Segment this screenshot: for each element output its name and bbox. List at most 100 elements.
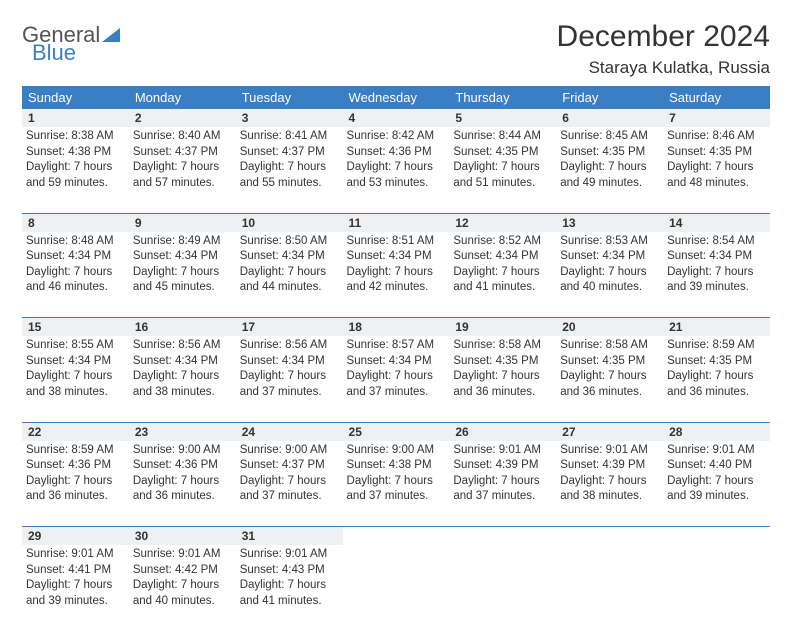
- day-body-cell: Sunrise: 8:59 AMSunset: 4:35 PMDaylight:…: [663, 336, 770, 422]
- day-details: Sunrise: 8:58 AMSunset: 4:35 PMDaylight:…: [453, 336, 552, 400]
- brand-triangle-icon: [102, 28, 120, 42]
- day-number-cell: 20: [556, 318, 663, 337]
- day-details: Sunrise: 8:54 AMSunset: 4:34 PMDaylight:…: [667, 232, 766, 296]
- day-body-cell: Sunrise: 9:01 AMSunset: 4:43 PMDaylight:…: [236, 545, 343, 631]
- day-details: Sunrise: 9:01 AMSunset: 4:39 PMDaylight:…: [560, 441, 659, 505]
- day-body-cell: Sunrise: 8:58 AMSunset: 4:35 PMDaylight:…: [556, 336, 663, 422]
- day-body-cell: Sunrise: 8:40 AMSunset: 4:37 PMDaylight:…: [129, 127, 236, 213]
- day-details: Sunrise: 8:51 AMSunset: 4:34 PMDaylight:…: [347, 232, 446, 296]
- day-details: Sunrise: 8:57 AMSunset: 4:34 PMDaylight:…: [347, 336, 446, 400]
- day-number-row: 891011121314: [22, 213, 770, 232]
- day-header: Monday: [129, 86, 236, 109]
- brand-word-2: Blue: [32, 42, 120, 64]
- day-number-cell: 17: [236, 318, 343, 337]
- day-details: Sunrise: 8:56 AMSunset: 4:34 PMDaylight:…: [133, 336, 232, 400]
- day-body-cell: Sunrise: 8:55 AMSunset: 4:34 PMDaylight:…: [22, 336, 129, 422]
- day-body-cell: Sunrise: 8:45 AMSunset: 4:35 PMDaylight:…: [556, 127, 663, 213]
- day-body-cell: Sunrise: 8:41 AMSunset: 4:37 PMDaylight:…: [236, 127, 343, 213]
- day-details: Sunrise: 9:00 AMSunset: 4:37 PMDaylight:…: [240, 441, 339, 505]
- day-number-cell: 12: [449, 213, 556, 232]
- day-number-cell: 8: [22, 213, 129, 232]
- day-body-cell: [663, 545, 770, 631]
- day-body-cell: Sunrise: 9:00 AMSunset: 4:36 PMDaylight:…: [129, 441, 236, 527]
- day-number-cell: [449, 527, 556, 546]
- day-body-cell: Sunrise: 8:52 AMSunset: 4:34 PMDaylight:…: [449, 232, 556, 318]
- page-header: General Blue December 2024 Staraya Kulat…: [22, 20, 770, 78]
- day-header: Thursday: [449, 86, 556, 109]
- day-body-cell: Sunrise: 8:51 AMSunset: 4:34 PMDaylight:…: [343, 232, 450, 318]
- day-body-row: Sunrise: 9:01 AMSunset: 4:41 PMDaylight:…: [22, 545, 770, 631]
- day-number-cell: 3: [236, 109, 343, 127]
- day-details: Sunrise: 9:01 AMSunset: 4:39 PMDaylight:…: [453, 441, 552, 505]
- day-header: Tuesday: [236, 86, 343, 109]
- title-block: December 2024 Staraya Kulatka, Russia: [557, 20, 770, 78]
- day-body-cell: Sunrise: 8:38 AMSunset: 4:38 PMDaylight:…: [22, 127, 129, 213]
- day-details: Sunrise: 8:42 AMSunset: 4:36 PMDaylight:…: [347, 127, 446, 191]
- day-number-cell: 25: [343, 422, 450, 441]
- day-details: Sunrise: 8:56 AMSunset: 4:34 PMDaylight:…: [240, 336, 339, 400]
- day-details: Sunrise: 8:46 AMSunset: 4:35 PMDaylight:…: [667, 127, 766, 191]
- day-body-cell: Sunrise: 9:01 AMSunset: 4:42 PMDaylight:…: [129, 545, 236, 631]
- day-details: Sunrise: 8:49 AMSunset: 4:34 PMDaylight:…: [133, 232, 232, 296]
- day-header: Saturday: [663, 86, 770, 109]
- day-details: Sunrise: 9:00 AMSunset: 4:36 PMDaylight:…: [133, 441, 232, 505]
- brand-logo: General Blue: [22, 20, 120, 64]
- day-header: Wednesday: [343, 86, 450, 109]
- day-body-cell: Sunrise: 8:46 AMSunset: 4:35 PMDaylight:…: [663, 127, 770, 213]
- day-details: Sunrise: 8:45 AMSunset: 4:35 PMDaylight:…: [560, 127, 659, 191]
- day-body-cell: [449, 545, 556, 631]
- day-number-cell: 6: [556, 109, 663, 127]
- day-details: Sunrise: 8:59 AMSunset: 4:36 PMDaylight:…: [26, 441, 125, 505]
- day-number-cell: 16: [129, 318, 236, 337]
- day-number-cell: 22: [22, 422, 129, 441]
- day-number-cell: 26: [449, 422, 556, 441]
- day-number-cell: 9: [129, 213, 236, 232]
- day-body-row: Sunrise: 8:55 AMSunset: 4:34 PMDaylight:…: [22, 336, 770, 422]
- day-body-cell: Sunrise: 8:49 AMSunset: 4:34 PMDaylight:…: [129, 232, 236, 318]
- day-body-cell: Sunrise: 9:01 AMSunset: 4:39 PMDaylight:…: [449, 441, 556, 527]
- day-body-row: Sunrise: 8:59 AMSunset: 4:36 PMDaylight:…: [22, 441, 770, 527]
- day-details: Sunrise: 9:01 AMSunset: 4:40 PMDaylight:…: [667, 441, 766, 505]
- day-number-cell: 29: [22, 527, 129, 546]
- day-body-cell: Sunrise: 9:01 AMSunset: 4:39 PMDaylight:…: [556, 441, 663, 527]
- day-details: Sunrise: 8:41 AMSunset: 4:37 PMDaylight:…: [240, 127, 339, 191]
- day-number-cell: 10: [236, 213, 343, 232]
- day-details: Sunrise: 8:48 AMSunset: 4:34 PMDaylight:…: [26, 232, 125, 296]
- day-details: Sunrise: 8:58 AMSunset: 4:35 PMDaylight:…: [560, 336, 659, 400]
- day-body-cell: Sunrise: 8:54 AMSunset: 4:34 PMDaylight:…: [663, 232, 770, 318]
- day-body-cell: Sunrise: 8:59 AMSunset: 4:36 PMDaylight:…: [22, 441, 129, 527]
- day-body-cell: Sunrise: 8:44 AMSunset: 4:35 PMDaylight:…: [449, 127, 556, 213]
- day-header-row: Sunday Monday Tuesday Wednesday Thursday…: [22, 86, 770, 109]
- day-body-cell: Sunrise: 9:00 AMSunset: 4:37 PMDaylight:…: [236, 441, 343, 527]
- day-body-cell: [556, 545, 663, 631]
- day-number-cell: [556, 527, 663, 546]
- day-body-cell: Sunrise: 8:48 AMSunset: 4:34 PMDaylight:…: [22, 232, 129, 318]
- day-number-cell: 11: [343, 213, 450, 232]
- day-details: Sunrise: 9:01 AMSunset: 4:43 PMDaylight:…: [240, 545, 339, 609]
- day-number-row: 293031: [22, 527, 770, 546]
- day-body-cell: Sunrise: 8:53 AMSunset: 4:34 PMDaylight:…: [556, 232, 663, 318]
- day-body-cell: [343, 545, 450, 631]
- day-details: Sunrise: 8:55 AMSunset: 4:34 PMDaylight:…: [26, 336, 125, 400]
- day-details: Sunrise: 9:01 AMSunset: 4:42 PMDaylight:…: [133, 545, 232, 609]
- day-number-cell: 23: [129, 422, 236, 441]
- day-details: Sunrise: 8:40 AMSunset: 4:37 PMDaylight:…: [133, 127, 232, 191]
- day-details: Sunrise: 8:44 AMSunset: 4:35 PMDaylight:…: [453, 127, 552, 191]
- day-header: Friday: [556, 86, 663, 109]
- day-body-cell: Sunrise: 8:56 AMSunset: 4:34 PMDaylight:…: [236, 336, 343, 422]
- day-number-cell: 19: [449, 318, 556, 337]
- day-number-cell: [343, 527, 450, 546]
- day-number-cell: 30: [129, 527, 236, 546]
- month-title: December 2024: [557, 20, 770, 54]
- day-details: Sunrise: 8:53 AMSunset: 4:34 PMDaylight:…: [560, 232, 659, 296]
- day-number-row: 22232425262728: [22, 422, 770, 441]
- day-number-cell: 31: [236, 527, 343, 546]
- day-number-cell: 7: [663, 109, 770, 127]
- day-number-cell: 21: [663, 318, 770, 337]
- day-number-cell: 27: [556, 422, 663, 441]
- day-details: Sunrise: 8:59 AMSunset: 4:35 PMDaylight:…: [667, 336, 766, 400]
- day-body-cell: Sunrise: 9:01 AMSunset: 4:40 PMDaylight:…: [663, 441, 770, 527]
- day-details: Sunrise: 8:52 AMSunset: 4:34 PMDaylight:…: [453, 232, 552, 296]
- day-details: Sunrise: 9:00 AMSunset: 4:38 PMDaylight:…: [347, 441, 446, 505]
- day-body-cell: Sunrise: 8:42 AMSunset: 4:36 PMDaylight:…: [343, 127, 450, 213]
